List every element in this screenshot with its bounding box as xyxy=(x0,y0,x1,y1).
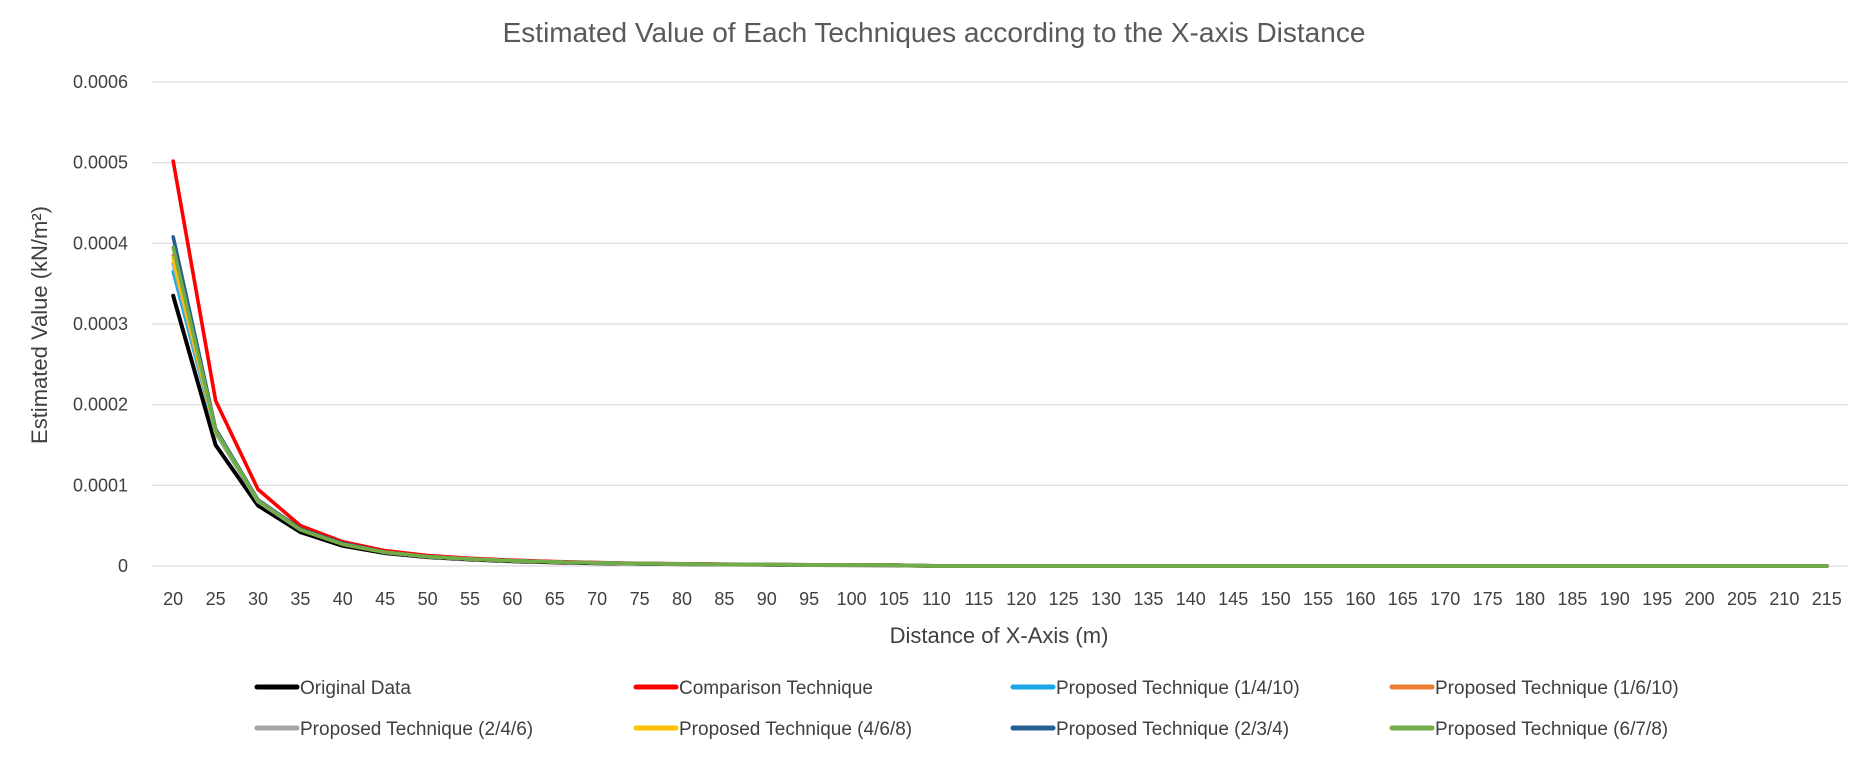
x-tick-label: 205 xyxy=(1727,589,1757,609)
y-tick-label: 0.0002 xyxy=(73,395,128,415)
x-tick-label: 25 xyxy=(206,589,226,609)
y-tick-label: 0.0006 xyxy=(73,72,128,92)
series-line-5 xyxy=(171,256,1829,568)
x-tick-label: 180 xyxy=(1515,589,1545,609)
legend-label: Comparison Technique xyxy=(679,678,873,699)
x-tick-label: 115 xyxy=(964,589,993,609)
legend-item: Proposed Technique (1/4/10) xyxy=(1010,678,1300,699)
legend-item: Proposed Technique (6/7/8) xyxy=(1389,719,1668,740)
legend: Original Data Comparison Technique Propose… xyxy=(254,678,1679,740)
y-tick-label: 0 xyxy=(118,556,128,576)
legend-label: Proposed Technique (2/3/4) xyxy=(1056,719,1289,740)
x-axis-label: Distance of X-Axis (m) xyxy=(890,623,1109,648)
x-tick-label: 60 xyxy=(502,589,522,609)
x-tick-label: 100 xyxy=(837,589,867,609)
x-tick-label: 145 xyxy=(1218,589,1248,609)
legend-item: Original Data xyxy=(254,678,411,699)
x-tick-label: 150 xyxy=(1261,589,1291,609)
x-tick-label: 85 xyxy=(714,589,734,609)
y-axis-label: Estimated Value (kN/m²) xyxy=(27,206,52,444)
x-tick-label: 65 xyxy=(545,589,565,609)
y-tick-label: 0.0004 xyxy=(73,233,128,253)
legend-label: Original Data xyxy=(300,678,411,699)
legend-label: Proposed Technique (2/4/6) xyxy=(300,719,533,740)
x-tick-label: 75 xyxy=(630,589,650,609)
series-line-7 xyxy=(171,245,1829,568)
series-line-6 xyxy=(171,235,1829,568)
legend-item: Comparison Technique xyxy=(633,678,873,699)
x-tick-label: 55 xyxy=(460,589,480,609)
x-tick-label: 130 xyxy=(1091,589,1121,609)
x-axis-ticks: 20 25 30 35 40 45 50 55 60 65 70 75 80 85 90 95 100 105 11… xyxy=(163,589,1842,609)
y-tick-label: 0.0003 xyxy=(73,314,128,334)
x-tick-label: 200 xyxy=(1685,589,1715,609)
x-tick-label: 70 xyxy=(587,589,607,609)
legend-label: Proposed Technique (1/6/10) xyxy=(1435,678,1679,699)
series-line-0 xyxy=(171,293,1829,568)
x-tick-label: 215 xyxy=(1812,589,1842,609)
x-tick-label: 80 xyxy=(672,589,692,609)
x-tick-label: 35 xyxy=(290,589,310,609)
x-tick-label: 185 xyxy=(1557,589,1587,609)
x-tick-label: 175 xyxy=(1473,589,1503,609)
x-tick-label: 170 xyxy=(1430,589,1460,609)
x-tick-label: 195 xyxy=(1642,589,1672,609)
gridlines xyxy=(152,81,1848,567)
series-line-3 xyxy=(171,253,1829,568)
x-tick-label: 190 xyxy=(1600,589,1630,609)
y-axis-ticks: 0 0.0001 0.0002 0.0003 0.0004 0.0005 0.0006 xyxy=(73,72,128,576)
x-tick-label: 90 xyxy=(757,589,777,609)
y-tick-label: 0.0001 xyxy=(73,475,128,495)
x-tick-label: 50 xyxy=(418,589,438,609)
series-lines xyxy=(171,159,1829,568)
x-tick-label: 20 xyxy=(163,589,183,609)
series-line-2 xyxy=(171,269,1829,568)
x-tick-label: 120 xyxy=(1006,589,1036,609)
x-tick-label: 30 xyxy=(248,589,268,609)
x-tick-label: 165 xyxy=(1388,589,1418,609)
legend-label: Proposed Technique (6/7/8) xyxy=(1435,719,1668,740)
x-tick-label: 105 xyxy=(879,589,909,609)
x-tick-label: 40 xyxy=(333,589,353,609)
x-tick-label: 95 xyxy=(799,589,819,609)
legend-item: Proposed Technique (4/6/8) xyxy=(633,719,912,740)
x-tick-label: 155 xyxy=(1303,589,1333,609)
x-tick-label: 160 xyxy=(1345,589,1375,609)
legend-item: Proposed Technique (1/6/10) xyxy=(1389,678,1679,699)
legend-item: Proposed Technique (2/4/6) xyxy=(254,719,533,740)
legend-label: Proposed Technique (4/6/8) xyxy=(679,719,912,740)
x-tick-label: 45 xyxy=(375,589,395,609)
x-tick-label: 140 xyxy=(1176,589,1206,609)
legend-item: Proposed Technique (2/3/4) xyxy=(1010,719,1289,740)
x-tick-label: 210 xyxy=(1769,589,1799,609)
x-tick-label: 125 xyxy=(1049,589,1079,609)
x-tick-label: 135 xyxy=(1133,589,1163,609)
series-line-1 xyxy=(171,159,1829,568)
y-tick-label: 0.0005 xyxy=(73,153,128,173)
chart-title: Estimated Value of Each Techniques accor… xyxy=(503,17,1366,48)
x-tick-label: 110 xyxy=(922,589,951,609)
legend-label: Proposed Technique (1/4/10) xyxy=(1056,678,1300,699)
series-line-4 xyxy=(171,261,1829,568)
